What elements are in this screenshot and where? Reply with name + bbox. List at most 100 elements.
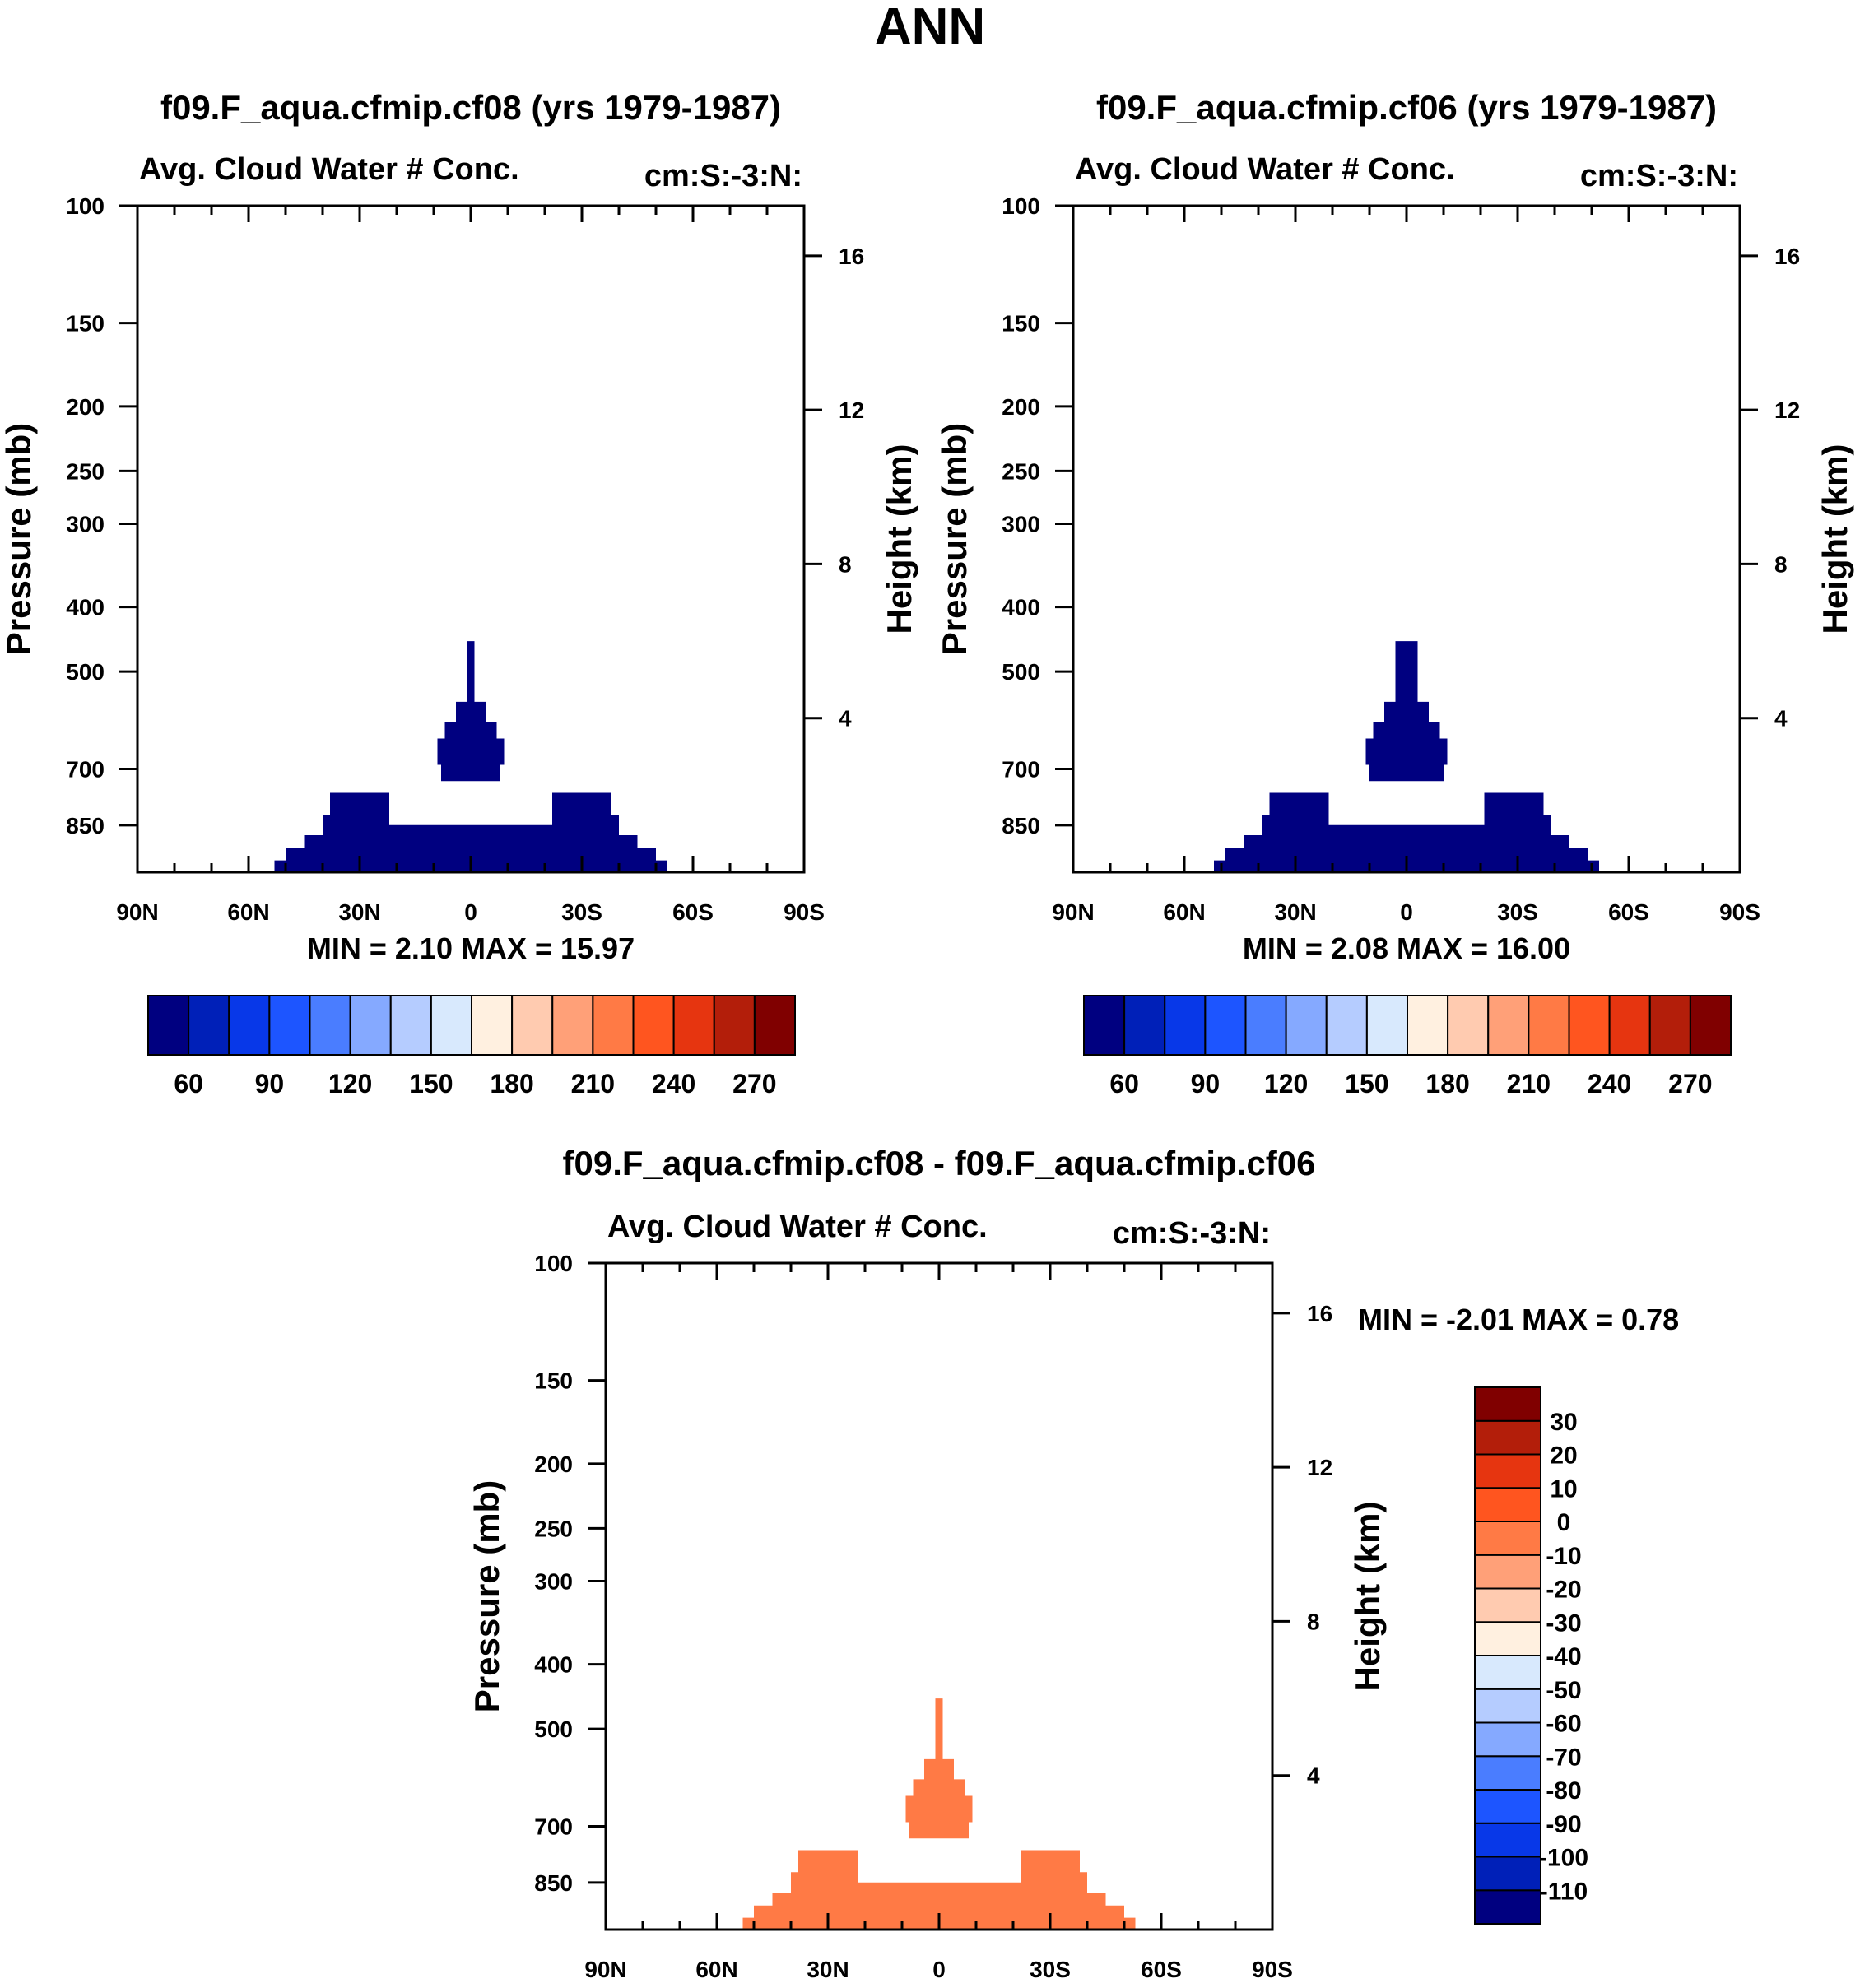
colorbar-label: 150 (409, 1069, 453, 1099)
variable-label: Avg. Cloud Water # Conc. (139, 152, 519, 187)
colorbar-box (430, 995, 472, 1056)
contour-fill-upper (437, 641, 505, 782)
colorbar-box (1285, 995, 1328, 1056)
colorbar-box (1474, 1554, 1541, 1590)
panel-p1: f09.F_aqua.cfmip.cf08 (yrs 1979-1987) Avg… (0, 88, 918, 1099)
colorbar-box (228, 995, 271, 1056)
units-label: cm:S:-3:N: (1580, 159, 1738, 193)
variable-label: Avg. Cloud Water # Conc. (1075, 152, 1455, 187)
colorbar-label: 270 (732, 1069, 776, 1099)
colorbar-box (1474, 1487, 1541, 1522)
colorbar-box (1474, 1822, 1541, 1858)
x-tick-label: 60S (1608, 899, 1649, 925)
colorbar-label: 210 (1507, 1069, 1551, 1099)
height-tick-label: 16 (1774, 244, 1800, 269)
colorbar-label: -60 (1546, 1711, 1581, 1738)
x-tick-label: 30N (1274, 899, 1316, 925)
x-tick-label: 0 (464, 899, 477, 925)
colorbar-box (1487, 995, 1530, 1056)
contour-fill-upper (1365, 641, 1448, 782)
y-tick-label: 100 (1002, 193, 1040, 219)
colorbar-box (1083, 995, 1126, 1056)
colorbar-label: 20 (1550, 1442, 1577, 1470)
colorbar-box (1474, 1621, 1541, 1656)
contour-fill-lower (735, 1850, 1143, 1930)
colorbar-label: -70 (1546, 1744, 1581, 1771)
colorbar-box (1474, 1889, 1541, 1925)
min-max-label: MIN = -2.01 MAX = 0.78 (1358, 1303, 1679, 1336)
colorbar-box (592, 995, 635, 1056)
x-tick-label: 30N (338, 899, 380, 925)
colorbar-label: 10 (1550, 1475, 1577, 1503)
colorbar-box (1123, 995, 1166, 1056)
colorbar-label: 150 (1345, 1069, 1388, 1099)
height-tick-label: 4 (839, 706, 852, 732)
colorbar-box (1365, 995, 1408, 1056)
colorbar-box (1325, 995, 1368, 1056)
min-max-label: MIN = 2.08 MAX = 16.00 (1243, 931, 1570, 965)
colorbar-box (1407, 995, 1449, 1056)
y-tick-label: 700 (66, 757, 105, 783)
panel-title: f09.F_aqua.cfmip.cf08 - f09.F_aqua.cfmip… (563, 1144, 1316, 1182)
colorbar-box (349, 995, 392, 1056)
colorbar-label: 120 (328, 1069, 372, 1099)
y-tick-label: 150 (1002, 311, 1040, 337)
height-tick-label: 8 (839, 551, 852, 577)
colorbar-box (471, 995, 514, 1056)
x-tick-label: 90N (584, 1957, 626, 1982)
x-tick-label: 60S (672, 899, 714, 925)
y-tick-label: 500 (66, 659, 105, 685)
y-tick-label: 250 (1002, 458, 1040, 484)
units-label: cm:S:-3:N: (644, 159, 802, 193)
panel-p2: f09.F_aqua.cfmip.cf06 (yrs 1979-1987) Avg… (935, 88, 1854, 1099)
colorbar-label: 90 (255, 1069, 285, 1099)
colorbar-box (1474, 1521, 1541, 1556)
y-tick-label: 200 (66, 394, 105, 420)
contour-fill-lower (1202, 792, 1611, 872)
x-tick-label: 30S (561, 899, 602, 925)
colorbar-box (672, 995, 715, 1056)
colorbar-box (1204, 995, 1247, 1056)
colorbar-label: 180 (1425, 1069, 1469, 1099)
colorbar-box (632, 995, 675, 1056)
height-tick-label: 8 (1307, 1609, 1320, 1634)
panel-title: f09.F_aqua.cfmip.cf06 (yrs 1979-1987) (1096, 88, 1717, 127)
y-tick-label: 700 (534, 1814, 573, 1840)
x-tick-label: 60N (695, 1957, 737, 1982)
colorbar-label: 180 (490, 1069, 533, 1099)
colorbar-label: -40 (1546, 1643, 1581, 1670)
colorbar-box (1648, 995, 1691, 1056)
colorbar-box (1474, 1789, 1541, 1824)
colorbar-box (1244, 995, 1287, 1056)
y-tick-label: 500 (534, 1716, 573, 1742)
y-tick-label: 200 (1002, 394, 1040, 420)
colorbar-label: 210 (571, 1069, 615, 1099)
y-axis-right-title: Height (km) (1348, 1502, 1387, 1692)
height-tick-label: 16 (839, 244, 864, 269)
panel-title: f09.F_aqua.cfmip.cf08 (yrs 1979-1987) (160, 88, 781, 127)
panel-p3: f09.F_aqua.cfmip.cf08 - f09.F_aqua.cfmip… (467, 1144, 1679, 1982)
y-tick-label: 100 (66, 193, 105, 219)
y-tick-label: 700 (1002, 757, 1040, 783)
y-tick-label: 500 (1002, 659, 1040, 685)
colorbar-label: -80 (1546, 1777, 1581, 1805)
colorbar-box (1474, 1453, 1541, 1489)
colorbar-box (147, 995, 190, 1056)
height-tick-label: 12 (839, 397, 864, 423)
colorbar-box (1447, 995, 1490, 1056)
colorbar-label: 270 (1668, 1069, 1712, 1099)
x-tick-label: 60N (1163, 899, 1205, 925)
y-axis-right-title: Height (km) (880, 444, 918, 634)
x-tick-label: 60N (227, 899, 269, 925)
x-tick-label: 0 (932, 1957, 946, 1982)
colorbar-label: -10 (1546, 1543, 1581, 1570)
min-max-label: MIN = 2.10 MAX = 15.97 (307, 931, 635, 965)
colorbar-label: -20 (1546, 1577, 1581, 1604)
colorbar-label: -100 (1539, 1845, 1588, 1872)
y-tick-label: 250 (534, 1516, 573, 1541)
y-tick-label: 400 (66, 595, 105, 620)
variable-label: Avg. Cloud Water # Conc. (607, 1210, 988, 1244)
colorbar-label: 240 (652, 1069, 695, 1099)
colorbar-box (753, 995, 796, 1056)
